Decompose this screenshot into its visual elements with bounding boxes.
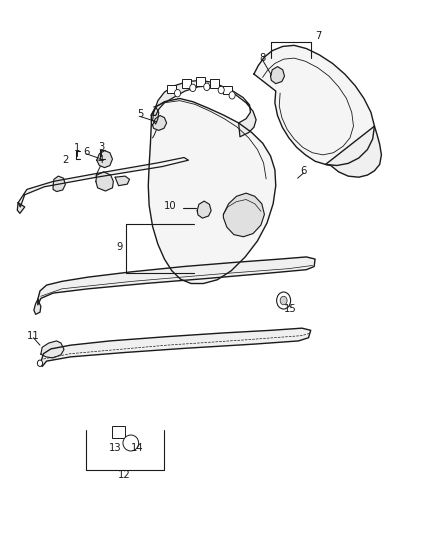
Circle shape bbox=[204, 83, 210, 91]
Bar bbox=[167, 85, 176, 93]
Polygon shape bbox=[148, 99, 276, 284]
Polygon shape bbox=[325, 126, 381, 177]
Text: 9: 9 bbox=[116, 243, 123, 252]
Polygon shape bbox=[271, 67, 285, 84]
Text: 3: 3 bbox=[98, 142, 104, 152]
Circle shape bbox=[218, 86, 224, 94]
Polygon shape bbox=[41, 328, 311, 367]
Text: 5: 5 bbox=[137, 109, 144, 119]
Text: 6: 6 bbox=[83, 147, 89, 157]
Polygon shape bbox=[152, 116, 166, 131]
Polygon shape bbox=[152, 107, 159, 124]
Polygon shape bbox=[151, 80, 256, 137]
Circle shape bbox=[174, 90, 180, 97]
Text: 15: 15 bbox=[284, 304, 297, 314]
Circle shape bbox=[37, 360, 42, 367]
Bar bbox=[223, 86, 232, 94]
Bar bbox=[196, 77, 205, 86]
Bar bbox=[210, 79, 219, 88]
Polygon shape bbox=[18, 158, 188, 207]
Text: 14: 14 bbox=[131, 443, 143, 453]
Polygon shape bbox=[115, 176, 130, 185]
Text: 2: 2 bbox=[62, 155, 68, 165]
Circle shape bbox=[229, 92, 235, 99]
Polygon shape bbox=[41, 341, 64, 358]
Text: 6: 6 bbox=[300, 166, 307, 176]
Ellipse shape bbox=[123, 435, 139, 451]
Circle shape bbox=[280, 296, 287, 305]
Polygon shape bbox=[96, 172, 113, 191]
Text: 4: 4 bbox=[97, 155, 103, 165]
Polygon shape bbox=[38, 257, 315, 305]
Polygon shape bbox=[197, 201, 211, 218]
Polygon shape bbox=[223, 193, 265, 237]
Bar bbox=[182, 79, 191, 88]
Text: 12: 12 bbox=[118, 470, 131, 480]
Polygon shape bbox=[53, 176, 65, 191]
Text: 7: 7 bbox=[315, 31, 322, 41]
Polygon shape bbox=[97, 151, 113, 167]
Text: 13: 13 bbox=[109, 443, 121, 453]
Bar bbox=[112, 426, 125, 438]
Polygon shape bbox=[34, 300, 41, 314]
Text: 11: 11 bbox=[27, 330, 40, 341]
Text: 1: 1 bbox=[74, 143, 80, 154]
Text: 10: 10 bbox=[164, 201, 177, 211]
Polygon shape bbox=[254, 45, 374, 165]
Polygon shape bbox=[17, 203, 25, 213]
Circle shape bbox=[190, 84, 196, 92]
Text: 8: 8 bbox=[260, 53, 266, 63]
Circle shape bbox=[277, 292, 290, 309]
